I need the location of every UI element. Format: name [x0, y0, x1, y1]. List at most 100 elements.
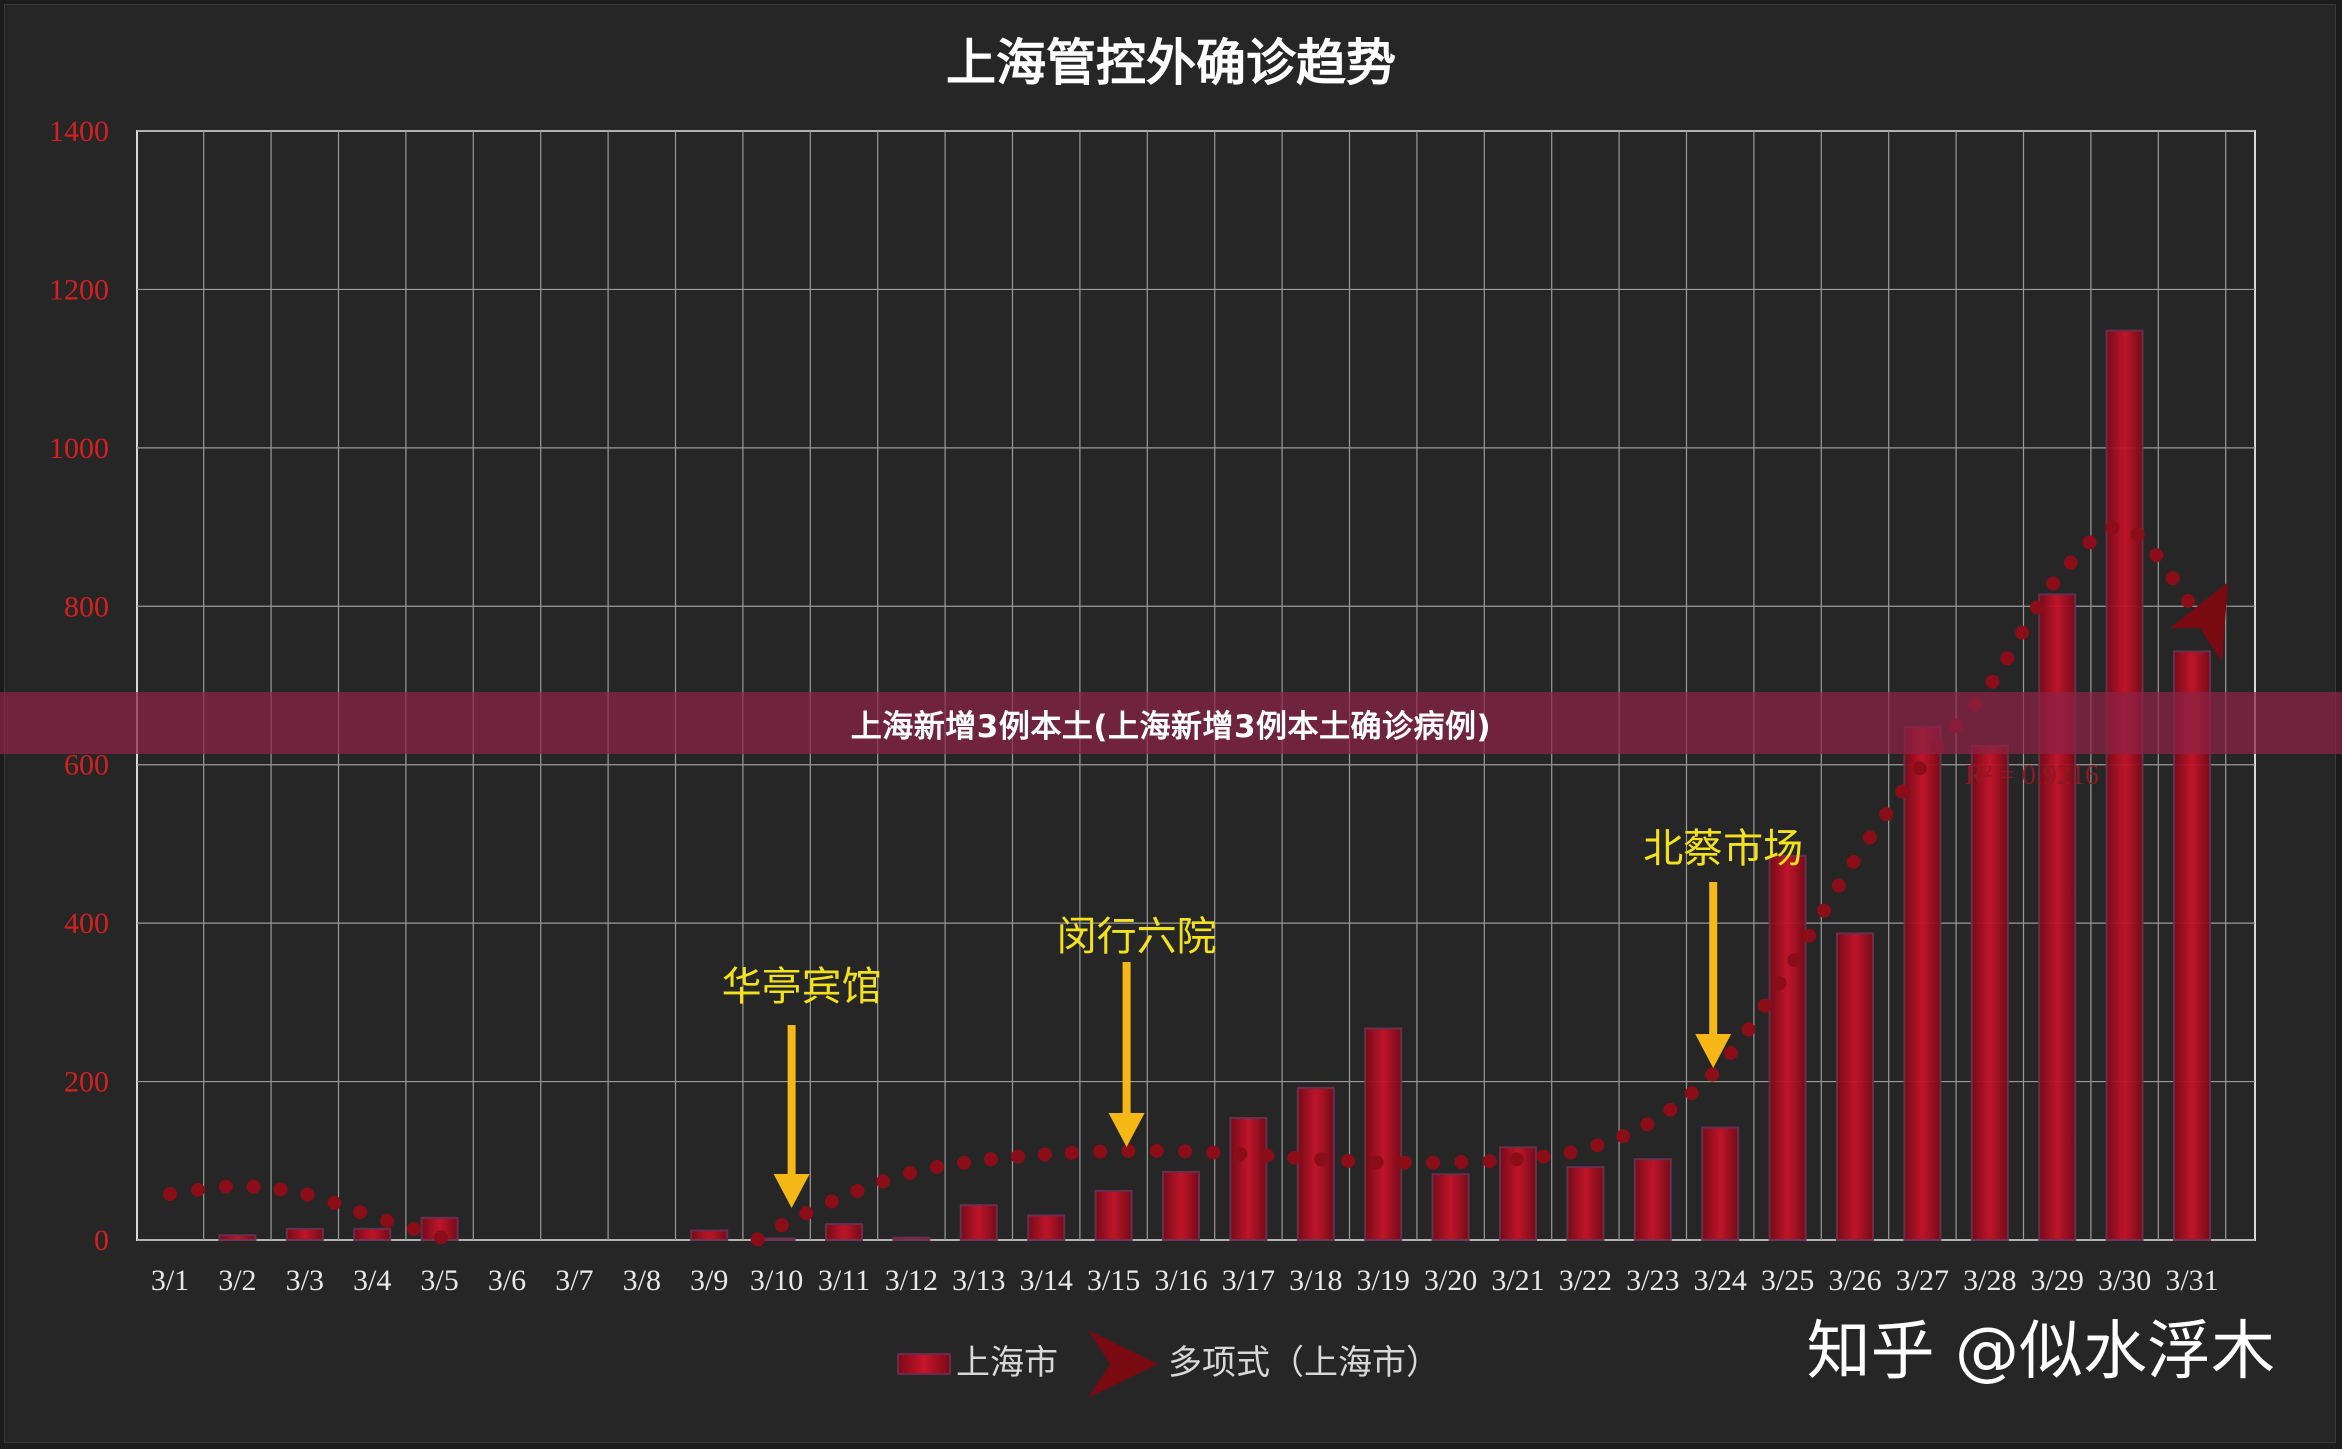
trend-dot — [1640, 1117, 1655, 1132]
trend-dot — [1879, 807, 1894, 822]
x-tick-label: 3/6 — [488, 1264, 526, 1297]
trend-dot — [1590, 1138, 1605, 1153]
trend-dot — [2165, 571, 2180, 586]
bar-3/28 — [1970, 744, 2009, 1242]
trend-dot — [2000, 651, 2015, 666]
trend-dot — [1846, 854, 1861, 869]
x-tick-label: 3/12 — [885, 1264, 938, 1297]
grid — [137, 130, 2255, 1241]
x-tick-label: 3/16 — [1154, 1264, 1207, 1297]
annotations: 华亭宾馆 闵行六院 北蔡市场 — [722, 826, 1803, 1208]
bar-3/15 — [1094, 1189, 1133, 1241]
trend-dot — [1482, 1154, 1497, 1169]
trend-dot — [1178, 1144, 1193, 1159]
y-tick-label: 400 — [64, 907, 109, 940]
trend-dot — [1684, 1086, 1699, 1101]
bar-3/27 — [1903, 725, 1942, 1241]
trend-dot — [1260, 1148, 1275, 1163]
bar-3/25 — [1768, 854, 1807, 1242]
trend-dot — [1705, 1067, 1720, 1082]
trend-dot — [1454, 1155, 1469, 1170]
trend-dot — [1426, 1155, 1441, 1170]
bar-3/20 — [1431, 1173, 1470, 1242]
bar-3/22 — [1566, 1166, 1605, 1241]
trend-dot — [824, 1194, 839, 1209]
annotation-label: 华亭宾馆 — [722, 964, 882, 1010]
trend-dot — [2015, 625, 2030, 640]
annotation-label: 北蔡市场 — [1643, 826, 1803, 872]
x-tick-label: 3/4 — [353, 1264, 391, 1297]
trend-dot — [327, 1195, 342, 1210]
annotation-arrow-head — [1108, 1113, 1145, 1147]
trend-dot — [1093, 1144, 1108, 1159]
bar-3/4 — [353, 1227, 392, 1242]
trend-dot — [1010, 1149, 1025, 1164]
x-tick-label: 3/5 — [420, 1264, 458, 1297]
y-tick-label: 800 — [64, 590, 109, 623]
trend-dot — [774, 1218, 789, 1233]
x-tick-label: 3/9 — [690, 1264, 728, 1297]
x-tick-label: 3/23 — [1626, 1264, 1679, 1297]
trend-dot — [2105, 520, 2120, 535]
trend-dot — [1787, 953, 1802, 968]
trend-dot — [750, 1232, 765, 1247]
trend-dot — [1509, 1152, 1524, 1167]
x-tick-label: 3/22 — [1559, 1264, 1612, 1297]
x-tick-label: 3/21 — [1491, 1264, 1544, 1297]
trend-dot — [1895, 784, 1910, 799]
bar-3/12 — [892, 1236, 931, 1241]
x-tick-label: 3/11 — [818, 1264, 870, 1297]
legend-trend-marker — [1088, 1330, 1158, 1398]
legend: 上海市 多项式（上海市） — [897, 1330, 1440, 1398]
x-tick-label: 3/1 — [151, 1264, 189, 1297]
bar-3/19 — [1364, 1027, 1403, 1241]
bar-3/24 — [1701, 1126, 1740, 1242]
trend-dot — [2180, 593, 2195, 608]
y-tick-label: 1400 — [49, 115, 109, 148]
trend-dot — [2149, 548, 2164, 563]
annotation-arrow-head — [1695, 1034, 1732, 1068]
y-tick-label: 600 — [64, 749, 109, 782]
trend-arrowhead — [2170, 582, 2228, 662]
bar-3/16 — [1162, 1170, 1200, 1242]
trend-dot — [1816, 903, 1831, 918]
bar-3/14 — [1027, 1214, 1066, 1242]
bar-3/26 — [1836, 932, 1874, 1242]
trend-dot — [1616, 1129, 1631, 1144]
trend-dot — [353, 1205, 368, 1220]
trend-dot — [1831, 878, 1846, 893]
bar-3/23 — [1633, 1158, 1672, 1241]
x-tick-label: 3/18 — [1289, 1264, 1342, 1297]
axes: 0 200 400 600 800 1000 1200 1400 3/1 3/2 3/3 3/4 3/5… — [49, 115, 2219, 1297]
trend-dot — [246, 1179, 261, 1194]
watermark: 知乎 @似水浮木 — [1807, 1315, 2275, 1389]
trend-dot — [380, 1213, 395, 1228]
trend-dot — [2063, 555, 2078, 570]
bar-3/13 — [959, 1204, 998, 1242]
trend-dot — [1206, 1145, 1221, 1160]
x-tick-label: 3/20 — [1424, 1264, 1477, 1297]
trend-dot — [850, 1183, 865, 1198]
x-tick-label: 3/15 — [1087, 1264, 1140, 1297]
trend-dot — [1757, 998, 1772, 1013]
legend-bar-label: 上海市 — [956, 1343, 1058, 1383]
trend-dot — [1563, 1145, 1578, 1160]
trend-dot — [1985, 674, 2000, 689]
legend-bar-swatch — [897, 1353, 951, 1375]
bar-series — [218, 329, 2211, 1242]
headline-banner[interactable]: 上海新增3例本土(上海新增3例本土确诊病例) — [0, 692, 2342, 754]
trend-dot — [1341, 1154, 1356, 1169]
x-tick-label: 3/26 — [1828, 1264, 1881, 1297]
x-tick-label: 3/2 — [218, 1264, 256, 1297]
x-tick-label: 3/25 — [1761, 1264, 1814, 1297]
y-tick-label: 0 — [94, 1224, 109, 1257]
trend-dot — [1397, 1155, 1412, 1170]
bar-3/3 — [285, 1227, 324, 1242]
x-tick-label: 3/27 — [1896, 1264, 1949, 1297]
trend-dot — [1772, 976, 1787, 991]
bar-3/9 — [690, 1229, 729, 1241]
trend-dot — [956, 1155, 971, 1170]
x-tick-label: 3/10 — [750, 1264, 803, 1297]
x-tick-label: 3/3 — [286, 1264, 324, 1297]
